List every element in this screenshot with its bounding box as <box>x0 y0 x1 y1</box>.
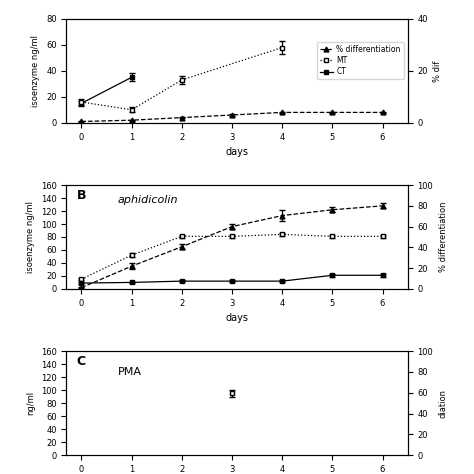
Text: aphidicolin: aphidicolin <box>118 195 178 205</box>
Text: C: C <box>77 356 86 368</box>
Legend: % differentiation, MT, CT: % differentiation, MT, CT <box>317 42 404 79</box>
Y-axis label: isoenzyme ng/ml: isoenzyme ng/ml <box>26 201 35 273</box>
Y-axis label: % dif: % dif <box>433 60 442 82</box>
Y-axis label: ng/ml: ng/ml <box>26 391 35 415</box>
Text: B: B <box>77 189 86 202</box>
Y-axis label: isoenzyme ng/ml: isoenzyme ng/ml <box>31 35 40 107</box>
Y-axis label: diation: diation <box>438 389 447 418</box>
Text: PMA: PMA <box>118 367 142 377</box>
Y-axis label: % differentiation: % differentiation <box>438 202 447 272</box>
X-axis label: days: days <box>226 313 248 323</box>
X-axis label: days: days <box>226 147 248 157</box>
